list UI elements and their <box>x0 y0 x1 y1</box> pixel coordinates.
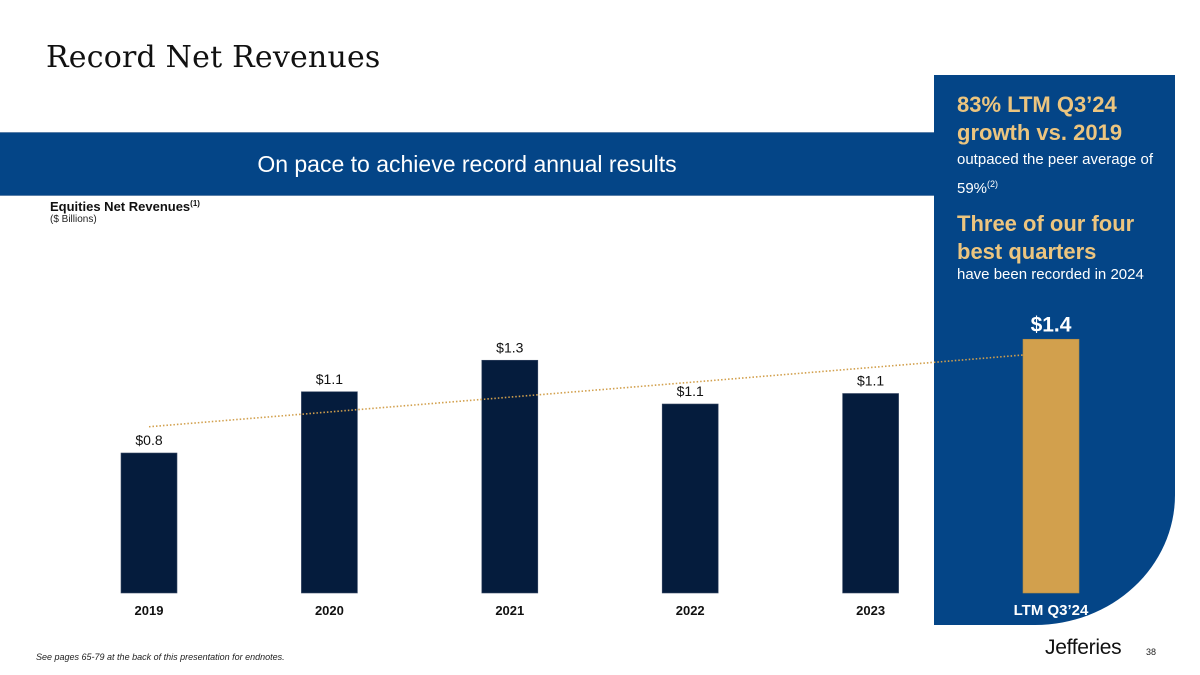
jefferies-logo: Jefferies <box>1045 636 1122 659</box>
headline-banner: On pace to achieve record annual results <box>0 132 934 196</box>
endnotes-footnote: See pages 65-79 at the back of this pres… <box>36 652 285 662</box>
chart-title-endnote: (1) <box>190 199 200 208</box>
growth-subtext: outpaced the peer average of 59%(2) <box>957 148 1172 201</box>
data-label: $1.1 <box>857 373 884 389</box>
bar-ltm-q3-24 <box>1022 338 1080 594</box>
banner-text: On pace to achieve record annual results <box>257 151 677 177</box>
x-tick-label: 2020 <box>315 603 344 618</box>
x-tick-label: 2019 <box>135 603 164 618</box>
page-number: 38 <box>1146 647 1157 657</box>
bar-2020 <box>301 391 358 594</box>
endnote-marker: (2) <box>987 179 999 189</box>
chart-units: ($ Billions) <box>50 214 97 225</box>
data-label: $1.1 <box>316 371 343 387</box>
bar-2019 <box>120 452 178 594</box>
growth-subtext-body: outpaced the peer average of 59% <box>957 151 1153 197</box>
bar-2022 <box>661 403 719 594</box>
data-label: $1.1 <box>677 383 704 399</box>
quarters-headline: Three of our four best quarters <box>957 211 1135 264</box>
chart-title: Equities Net Revenues(1) <box>50 199 200 214</box>
data-label: $1.3 <box>496 339 523 355</box>
data-label: $1.4 <box>1031 313 1072 336</box>
chart-title-text: Equities Net Revenues <box>50 199 191 214</box>
x-tick-label: 2023 <box>856 603 885 618</box>
data-label: $0.8 <box>135 432 162 448</box>
x-tick-label: 2021 <box>495 603 524 618</box>
x-tick-label: 2022 <box>676 603 705 618</box>
growth-headline: 83% LTM Q3’24 growth vs. 2019 <box>957 92 1123 145</box>
page-title: Record Net Revenues <box>46 40 381 75</box>
bar-2023 <box>842 393 899 594</box>
trend-line <box>148 354 1024 428</box>
x-tick-label: LTM Q3’24 <box>1014 602 1089 619</box>
quarters-subtext: have been recorded in 2024 <box>957 266 1144 283</box>
